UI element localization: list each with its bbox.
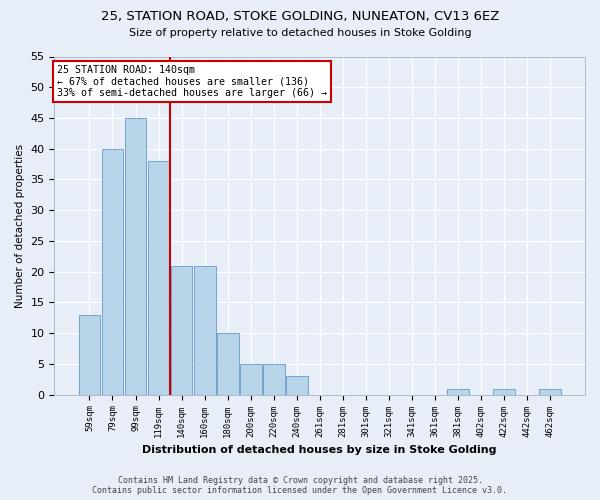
Bar: [286, 376, 308, 394]
Text: 25 STATION ROAD: 140sqm
← 67% of detached houses are smaller (136)
33% of semi-d: 25 STATION ROAD: 140sqm ← 67% of detache…: [57, 65, 327, 98]
Text: Contains HM Land Registry data © Crown copyright and database right 2025.
Contai: Contains HM Land Registry data © Crown c…: [92, 476, 508, 495]
Text: 25, STATION ROAD, STOKE GOLDING, NUNEATON, CV13 6EZ: 25, STATION ROAD, STOKE GOLDING, NUNEATO…: [101, 10, 499, 23]
Bar: [239, 364, 262, 394]
Y-axis label: Number of detached properties: Number of detached properties: [15, 144, 25, 308]
Bar: [101, 148, 124, 394]
Bar: [148, 161, 169, 394]
Bar: [493, 388, 515, 394]
Bar: [539, 388, 561, 394]
Bar: [79, 315, 100, 394]
X-axis label: Distribution of detached houses by size in Stoke Golding: Distribution of detached houses by size …: [142, 445, 497, 455]
Bar: [217, 333, 239, 394]
Text: Size of property relative to detached houses in Stoke Golding: Size of property relative to detached ho…: [128, 28, 472, 38]
Bar: [263, 364, 284, 394]
Bar: [170, 266, 193, 394]
Bar: [447, 388, 469, 394]
Bar: [125, 118, 146, 394]
Bar: [194, 266, 215, 394]
